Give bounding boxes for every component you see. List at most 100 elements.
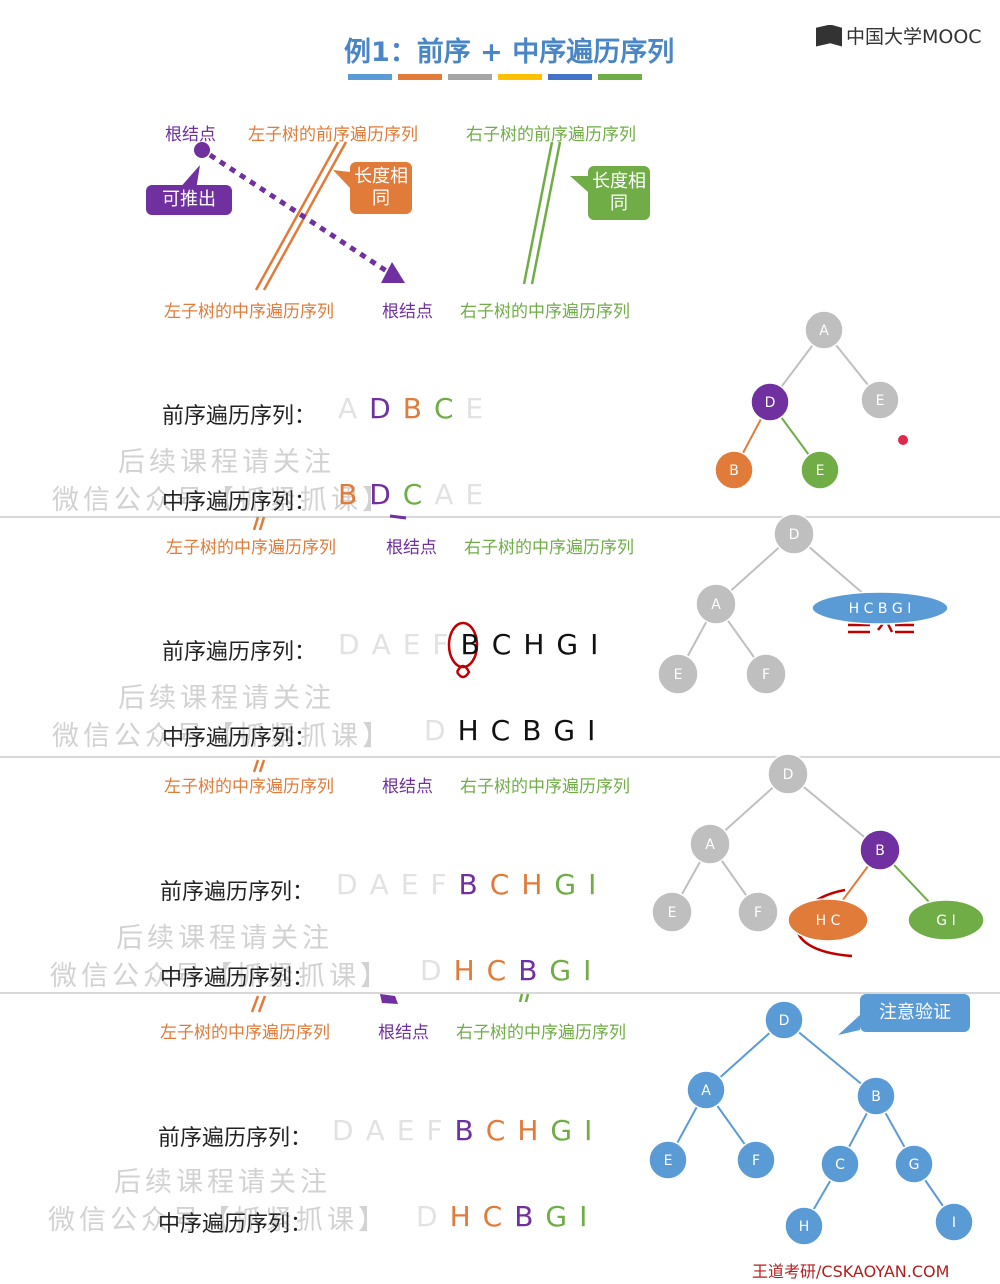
root-label: 根结点 (386, 538, 437, 558)
tree-node (657, 653, 699, 695)
tree-node-label: D (789, 527, 800, 543)
tree-node-label: D (765, 395, 776, 411)
sequence-letter: A (338, 392, 362, 425)
sequence-letter: B (460, 628, 484, 661)
pre-root-label: 根结点 (165, 125, 216, 145)
tree-node-label: A (705, 837, 715, 853)
tree-node-label: A (711, 597, 721, 613)
callout-pointer-green (570, 176, 588, 192)
sequence-letter: D (424, 714, 450, 747)
sequence-letter: H (523, 628, 549, 661)
sequence-letter: E (465, 478, 488, 511)
sequence-letter: I (583, 954, 596, 987)
tree-node (686, 1070, 726, 1110)
pre-right-label: 右子树的前序遍历序列 (466, 125, 636, 145)
watermark-line2: 微信公众号【抓紧抓课】 (48, 1205, 389, 1236)
tree-node (695, 583, 737, 625)
sequence-letter: A (365, 1114, 389, 1147)
tree-node-label: E (674, 667, 683, 683)
tree-node (856, 1076, 896, 1116)
mooc-logo-icon (816, 24, 842, 47)
same-length-callout-green: 长度相同 (588, 166, 650, 220)
inorder-label: 中序遍历序列： (158, 1212, 313, 1237)
tree-node-label: H (799, 1219, 810, 1235)
tree-node-label: F (752, 1153, 760, 1169)
callout-pointer-blue (838, 1015, 860, 1035)
tree-edge (783, 1019, 877, 1097)
tree-node-label: F (754, 905, 762, 921)
sequence-letter: E (396, 1114, 419, 1147)
sequence-letter: G (549, 954, 576, 987)
sequence-letter: H (449, 1200, 475, 1233)
sequence-letter: H (457, 714, 483, 747)
sequence-letter: G (556, 628, 583, 661)
sequence-letter: D (336, 868, 362, 901)
sequence-letter: B (522, 714, 546, 747)
right-inorder-label: 右子树的中序遍历序列 (464, 538, 634, 558)
tree-node (934, 1202, 974, 1242)
sequence-letter: C (489, 868, 514, 901)
tree-node-label: E (664, 1153, 673, 1169)
watermark-line1: 后续课程请关注 (114, 1167, 331, 1198)
watermark-line2: 微信公众号【抓紧抓课】 (52, 721, 393, 752)
root-arrow (194, 142, 405, 283)
sequence-letter: H (517, 1114, 543, 1147)
in-right-label: 右子树的中序遍历序列 (460, 302, 630, 322)
tree-node-label: C (835, 1157, 845, 1173)
tree-node (907, 899, 985, 941)
tree-node-label: G I (936, 913, 955, 929)
in-left-label: 左子树的中序遍历序列 (164, 302, 334, 322)
sequence-letter: I (579, 1200, 592, 1233)
sequence-letter: I (584, 1114, 597, 1147)
preorder-label: 前序遍历序列： (158, 1126, 313, 1151)
inorder-label: 中序遍历序列： (160, 966, 315, 991)
watermark-line1: 后续课程请关注 (118, 683, 335, 714)
sequence-letter: F (426, 1114, 447, 1147)
tree-node (764, 1000, 804, 1040)
sequence-letter: B (402, 392, 426, 425)
tree-node (689, 823, 731, 865)
sequence-letter: I (587, 714, 600, 747)
tree-node-label: D (783, 767, 794, 783)
pre-left-label: 左子树的前序遍历序列 (248, 125, 418, 145)
sequence-letter: B (338, 478, 362, 511)
sequence-letter: B (514, 1200, 538, 1233)
sequence-letter: E (402, 628, 425, 661)
length-equal-connector-right (522, 141, 562, 285)
tree-node (800, 450, 840, 490)
root-label: 根结点 (378, 1023, 429, 1043)
sequence-letter: D (369, 478, 395, 511)
tree-node (736, 1140, 776, 1180)
right-inorder-label: 右子树的中序遍历序列 (456, 1023, 626, 1043)
root-mark-2 (380, 994, 398, 1004)
sequence-letter: G (545, 1200, 572, 1233)
tree-node (859, 829, 901, 871)
sequence-letter: I (588, 868, 601, 901)
tree-node (804, 310, 844, 350)
tree-node (820, 1144, 860, 1184)
tree-node-label: A (701, 1083, 711, 1099)
sequence-letter: D (338, 628, 364, 661)
inorder-label: 中序遍历序列： (162, 726, 317, 751)
tree-node (737, 891, 779, 933)
tree-node-label: I (952, 1215, 956, 1231)
tree-node (784, 1206, 824, 1246)
sequence-letter: D (332, 1114, 358, 1147)
tree-node (811, 591, 949, 625)
sequence-letter: C (486, 954, 511, 987)
root-mark-1 (389, 514, 407, 520)
sequence-letter: H (521, 868, 547, 901)
inorder-label: 中序遍历序列： (162, 490, 317, 515)
tree-node-label: E (876, 393, 885, 409)
binary-tree-t1: A D E B E (714, 310, 900, 490)
tree-node (860, 380, 900, 420)
